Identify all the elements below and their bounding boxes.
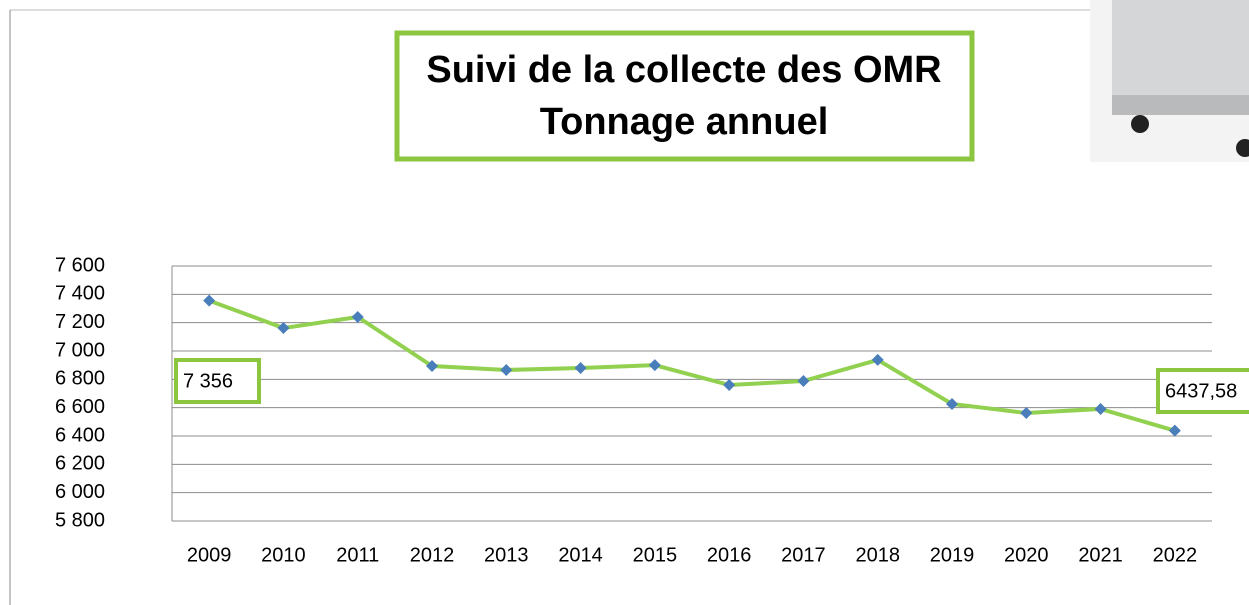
value-label: 7 356 xyxy=(183,370,233,392)
y-tick-label: 7 400 xyxy=(55,283,105,305)
y-tick-label: 7 000 xyxy=(55,339,105,361)
data-point xyxy=(277,322,289,334)
data-point xyxy=(1169,425,1181,437)
y-tick-label: 6 600 xyxy=(55,396,105,418)
x-tick-label: 2017 xyxy=(781,544,826,566)
x-tick-label: 2010 xyxy=(261,544,306,566)
x-tick-label: 2021 xyxy=(1078,544,1123,566)
y-tick-label: 7 600 xyxy=(55,254,105,276)
y-tick-label: 6 800 xyxy=(55,368,105,390)
x-tick-label: 2013 xyxy=(484,544,529,566)
chart-title: Tonnage annuel xyxy=(540,101,829,143)
y-tick-label: 6 200 xyxy=(55,453,105,475)
y-tick-label: 5 800 xyxy=(55,509,105,531)
data-point xyxy=(723,379,735,391)
value-label: 6437,58 xyxy=(1165,380,1237,402)
x-tick-label: 2022 xyxy=(1153,544,1198,566)
x-tick-label: 2011 xyxy=(336,544,379,566)
chart: Suivi de la collecte des OMR Tonnage ann… xyxy=(0,0,1249,605)
data-point xyxy=(797,375,809,387)
data-point xyxy=(575,362,587,374)
data-point xyxy=(500,364,512,376)
x-tick-label: 2012 xyxy=(410,544,455,566)
x-tick-label: 2015 xyxy=(633,544,678,566)
y-tick-label: 6 000 xyxy=(55,481,105,503)
chart-title: Suivi de la collecte des OMR xyxy=(426,49,941,91)
bin-photo xyxy=(1090,0,1249,162)
x-tick-label: 2020 xyxy=(1004,544,1049,566)
data-point xyxy=(1095,403,1107,415)
data-point xyxy=(649,359,661,371)
x-tick-label: 2016 xyxy=(707,544,752,566)
x-tick-label: 2018 xyxy=(855,544,900,566)
data-point xyxy=(203,295,215,307)
x-tick-label: 2019 xyxy=(930,544,975,566)
y-tick-label: 6 400 xyxy=(55,424,105,446)
y-tick-label: 7 200 xyxy=(55,311,105,333)
x-tick-label: 2014 xyxy=(558,544,603,566)
x-tick-label: 2009 xyxy=(187,544,232,566)
data-point xyxy=(1020,407,1032,419)
